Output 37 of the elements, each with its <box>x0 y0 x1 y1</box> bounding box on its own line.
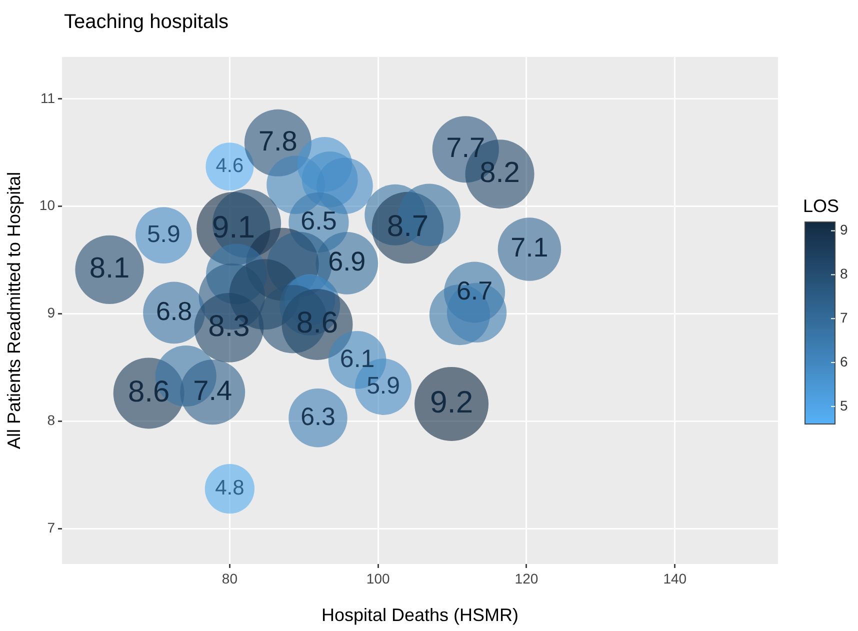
annotation: 6.1 <box>340 344 375 373</box>
annotation: 6.7 <box>456 275 493 306</box>
x-axis-title: Hospital Deaths (HSMR) <box>321 605 519 626</box>
y-tick-label: 7 <box>47 519 56 536</box>
x-tick-label: 100 <box>366 570 390 586</box>
y-tick-label: 10 <box>39 197 56 214</box>
y-tick-label: 9 <box>47 304 56 321</box>
color-bar-label: 6 <box>840 353 848 370</box>
x-tick-label: 140 <box>663 570 687 586</box>
color-bar-label: 8 <box>840 266 848 282</box>
color-bar-label: 7 <box>840 309 848 326</box>
y-tick-label: 11 <box>40 90 56 106</box>
annotation: 5.9 <box>146 220 180 248</box>
annotation: 7.8 <box>258 126 298 157</box>
annotation: 8.3 <box>208 310 250 343</box>
color-bar-label: 9 <box>840 222 848 238</box>
annotation: 4.8 <box>215 476 244 500</box>
annotation: 6.9 <box>328 246 366 277</box>
annotation: 6.8 <box>156 296 192 326</box>
annotation: 6.5 <box>300 206 337 236</box>
annotation: 6.3 <box>300 402 336 431</box>
annotation: 4.6 <box>216 155 244 178</box>
annotation: 7.4 <box>193 374 232 406</box>
annotation: 8.6 <box>128 375 170 408</box>
annotation: 9.2 <box>430 384 474 420</box>
x-tick-label: 80 <box>222 570 238 586</box>
annotation: 8.7 <box>386 210 429 244</box>
y-axis-title: All Patients Readmitted to Hospital <box>4 172 24 450</box>
annotation: 7.1 <box>510 232 548 263</box>
color-bar-label: 5 <box>840 397 848 414</box>
annotation: 5.9 <box>366 372 400 400</box>
x-tick-label: 120 <box>514 570 538 586</box>
annotation: 8.6 <box>296 306 338 340</box>
chart-title: Teaching hospitals <box>64 11 229 33</box>
color-bar-title: LOS <box>803 196 840 216</box>
y-tick-label: 8 <box>47 412 56 428</box>
annotation: 8.1 <box>89 252 130 285</box>
